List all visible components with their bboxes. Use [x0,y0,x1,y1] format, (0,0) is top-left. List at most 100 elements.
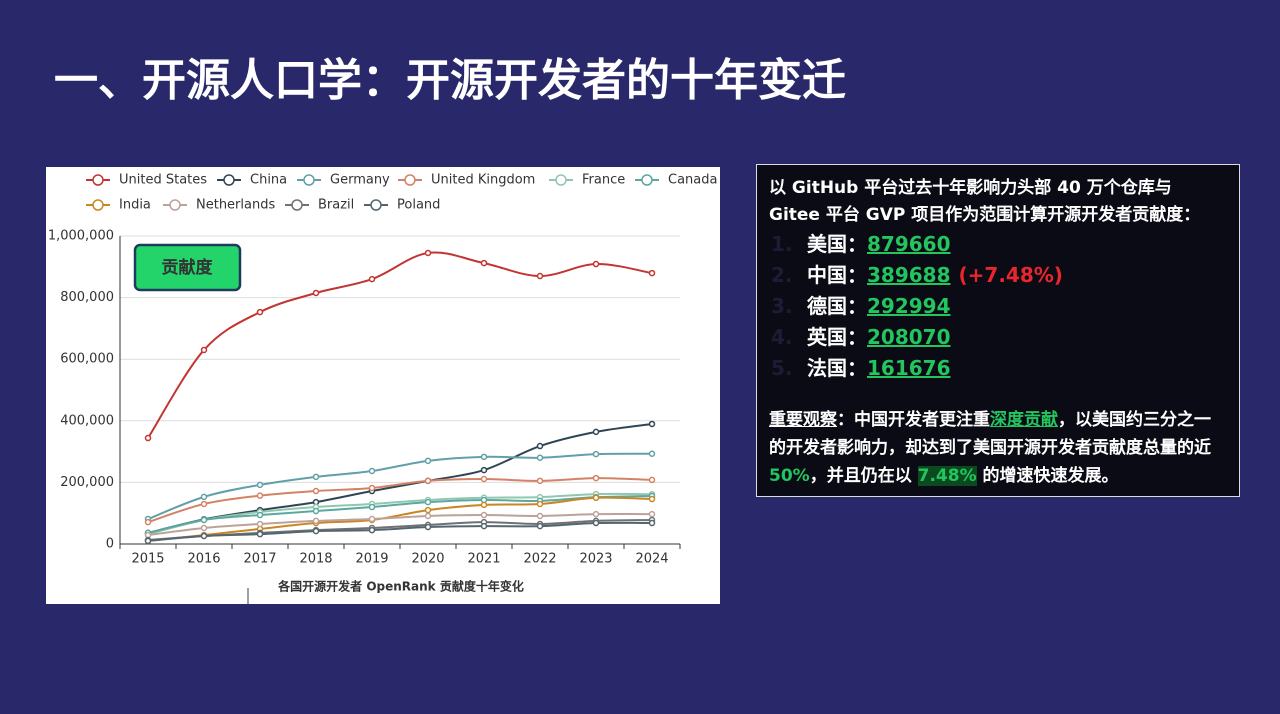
item-value: 161676 [867,356,951,380]
legend-icon [370,199,382,211]
data-point [200,532,208,540]
legend-label: Canada [668,173,717,188]
data-point [424,512,432,520]
x-tick-label: 2022 [523,552,556,567]
data-point [368,275,376,283]
data-point [368,503,376,511]
item-country: 中国： [807,263,867,287]
data-point [200,516,208,524]
data-point [648,495,656,503]
data-point [312,507,320,515]
item-rank: 3. [771,294,793,318]
data-point [536,272,544,280]
data-point [592,260,600,268]
obs-label: 重要观察 [769,410,837,430]
x-tick-label: 2018 [299,552,332,567]
legend-label: Germany [330,173,390,188]
slide-title: 一、开源人口学：开源开发者的十年变迁 [54,55,846,106]
intro-line: 以 GitHub 平台过去十年影响力头部 40 万个仓库与 [769,178,1172,198]
obs-text: ，并且仍在以 [809,466,918,486]
obs-highlight: 深度贡献 [990,410,1058,430]
obs-text: ，以美国约三分之一的开发者影响力，却达到了美国开源开发者贡献度总量的近 [769,410,1211,458]
legend-icon [641,174,653,186]
item-rank: 2. [771,263,793,287]
data-point [536,477,544,485]
data-point [144,537,152,545]
data-point [424,457,432,465]
legend-label: Brazil [318,198,354,213]
data-point [424,498,432,506]
data-point [480,511,488,519]
data-point [368,526,376,534]
data-point [424,477,432,485]
data-point [592,510,600,518]
data-point [648,420,656,428]
series-line [147,496,653,542]
series-line [147,521,653,542]
item-change: (+7.48%) [958,263,1063,287]
item-country: 英国： [807,325,867,349]
data-point [256,492,264,499]
data-point [200,500,208,508]
data-point [200,524,208,532]
data-point [592,450,600,458]
x-tick-label: 2019 [355,552,388,567]
y-tick-label: 200,000 [60,475,114,490]
legend-icon [92,174,104,186]
y-tick-label: 400,000 [60,413,114,428]
item-rank: 4. [771,325,793,349]
data-point [648,450,656,458]
legend-icon [291,199,303,211]
data-point [480,501,488,509]
data-point [256,308,264,316]
data-point [592,519,600,527]
series-line [147,512,653,537]
series-line [147,492,653,536]
chart-card: 0 200,000 400,000 600,000 800,000 1,000,000 20… [46,167,720,604]
item-country: 法国： [807,356,867,380]
data-point [256,520,264,528]
legend-icon [303,174,315,186]
data-point [312,527,320,535]
legend-label: United Kingdom [431,173,535,188]
y-tick-label: 600,000 [60,352,114,367]
data-point [592,474,600,482]
data-point [480,453,488,461]
chart: 0 200,000 400,000 600,000 800,000 1,000,000 20… [48,173,717,604]
data-point [536,512,544,520]
legend-icon [223,174,235,186]
data-point [536,454,544,462]
data-point [424,523,432,531]
legend-label: Poland [397,198,440,213]
data-point [480,466,488,474]
data-point [480,259,488,267]
item-value: 292994 [867,294,951,318]
obs-text: ：中国开发者更注重 [837,410,990,430]
data-point [144,518,152,526]
x-tick-label: 2023 [579,552,612,567]
legend-label: Netherlands [196,198,275,213]
series-line [147,477,653,524]
rank-item: 4. 英国：208070 [769,322,1227,353]
series-line [147,251,653,439]
data-point [648,476,656,484]
data-point [256,511,264,519]
legend-label: China [250,173,287,188]
obs-highlight: 7.48% [917,466,977,486]
chart-caption: 各国开源开发者 OpenRank 贡献度十年变化 [277,579,524,594]
data-point [368,467,376,475]
ranking-list: 1. 美国：879660 2. 中国：389688 (+7.48%) 3. 德国：29299… [769,229,1227,384]
data-point [648,269,656,277]
data-point [480,522,488,530]
data-point [256,530,264,538]
legend-label: France [582,173,625,188]
data-point [312,473,320,481]
data-point [144,434,152,442]
item-value: 389688 [867,263,951,287]
x-tick-label: 2015 [131,552,164,567]
obs-highlight: 50% [769,466,810,486]
data-point [592,428,600,436]
rank-item: 5. 法国：161676 [769,353,1227,384]
item-rank: 5. [771,356,793,380]
data-point [536,522,544,530]
